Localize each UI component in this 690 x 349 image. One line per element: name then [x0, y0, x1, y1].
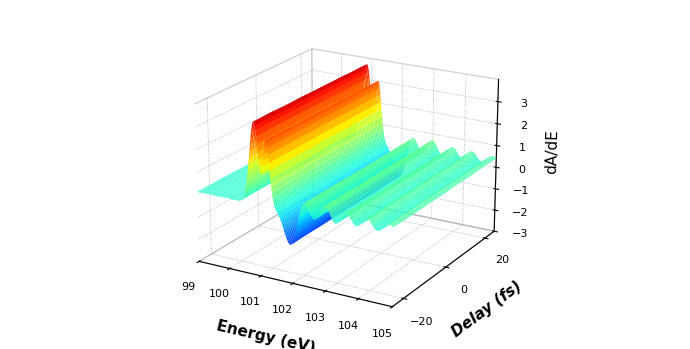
- Y-axis label: Delay (fs): Delay (fs): [449, 278, 525, 340]
- X-axis label: Energy (eV): Energy (eV): [215, 319, 317, 349]
